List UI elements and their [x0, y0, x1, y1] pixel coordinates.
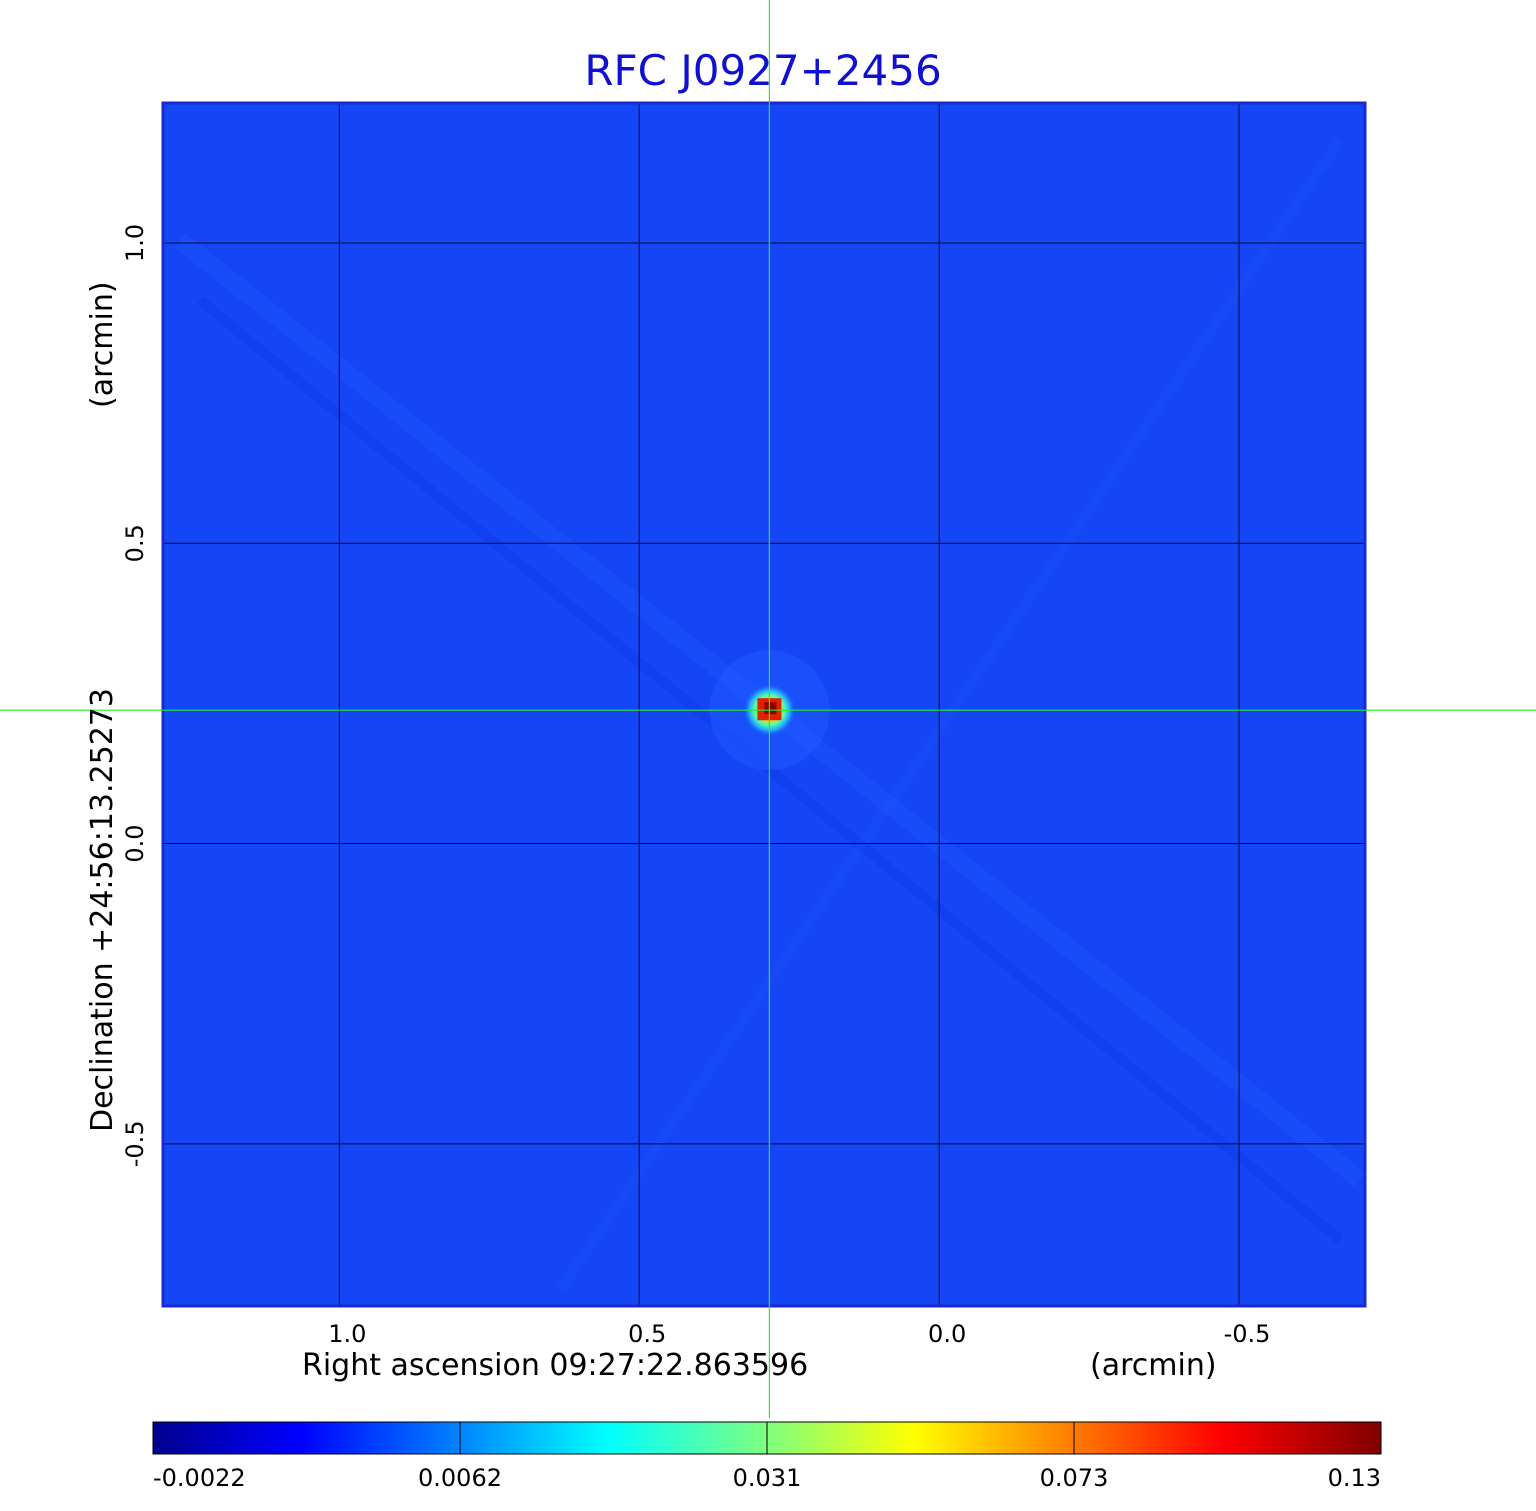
y-axis-unit: (arcmin)	[85, 281, 120, 408]
colorbar-tick-labels: -0.0022 0.0062 0.031 0.073 0.13	[152, 1422, 1382, 1492]
y-tick-label: -0.5	[121, 1120, 149, 1167]
chart-title: RFC J0927+2456	[584, 46, 941, 95]
source-peak-pixel	[764, 702, 777, 715]
sidelobe-streak	[555, 137, 1345, 1293]
image-field	[163, 103, 1366, 1306]
colorbar-tick-label: 0.073	[1040, 1464, 1109, 1492]
coordinate-grid	[163, 103, 1365, 1306]
crosshair	[0, 0, 1536, 1418]
y-tick-label: 0.5	[121, 524, 149, 562]
x-axis-unit: (arcmin)	[1090, 1348, 1217, 1383]
y-tick-label: 0.0	[121, 824, 149, 862]
x-tick-label: 0.0	[928, 1320, 966, 1348]
colorbar-tick-label: 0.031	[733, 1464, 802, 1492]
y-tick-labels: -0.5 0.0 0.5 1.0	[121, 224, 149, 1167]
x-axis-label: Right ascension 09:27:22.863596	[302, 1348, 808, 1383]
x-tick-label: 0.5	[628, 1320, 666, 1348]
colorbar-tick-label: -0.0022	[153, 1464, 246, 1492]
colorbar-tick-label: 0.0062	[418, 1464, 502, 1492]
x-tick-label: 1.0	[328, 1320, 366, 1348]
y-tick-label: 1.0	[121, 224, 149, 262]
colorbar-tick-label: 0.13	[1328, 1464, 1381, 1492]
x-tick-labels: 1.0 0.5 0.0 -0.5	[328, 1320, 1270, 1348]
x-tick-label: -0.5	[1224, 1320, 1271, 1348]
image-frame	[161, 101, 1367, 1308]
y-axis-label: Declination +24:56:13.25273	[85, 688, 120, 1132]
